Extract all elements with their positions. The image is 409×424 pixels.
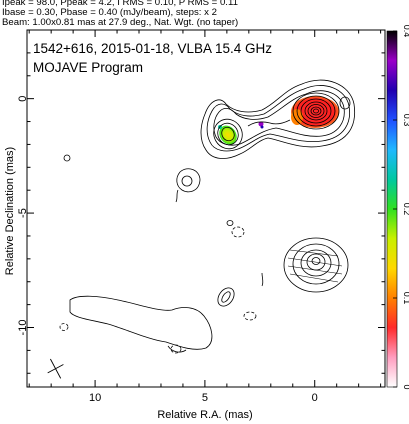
colorbar-tick-label: 0.1 xyxy=(402,292,409,305)
dashed-contour xyxy=(170,344,182,354)
core-contour xyxy=(304,101,328,121)
contour-lower-left-inner xyxy=(217,287,235,307)
core-contour xyxy=(300,98,332,124)
contours xyxy=(59,79,356,354)
x-tick-label: 0 xyxy=(312,392,318,404)
contour-left-3 xyxy=(63,154,71,162)
y-tick-label: 0 xyxy=(17,96,29,102)
jet-polarization-spot xyxy=(258,121,264,127)
beam-minor-axis xyxy=(47,364,64,374)
dashed-contour xyxy=(243,311,257,321)
core-contour xyxy=(296,95,336,127)
colorbar-tick-label: 0 xyxy=(402,384,409,389)
core-polarization xyxy=(291,96,339,128)
plot-frame xyxy=(26,29,386,388)
contour-envelope-1 xyxy=(200,79,356,159)
south-contour xyxy=(300,249,332,277)
contour-lower-left-inner-2 xyxy=(221,291,231,303)
contour-bridge xyxy=(247,119,291,127)
colorbar-tick-label: 0.4 xyxy=(402,25,409,38)
contour-bottom xyxy=(167,345,187,353)
south-contour xyxy=(311,257,321,265)
beam-symbol xyxy=(47,358,64,379)
contour-left-4 xyxy=(226,220,234,226)
contour-left-tail xyxy=(175,189,179,203)
contour-left-2 xyxy=(181,175,193,187)
contour-left-1 xyxy=(176,168,201,193)
header-line-3: Beam: 1.00x0.81 mas at 27.9 deg., Nat. W… xyxy=(2,17,239,28)
jet-polarization-spot-2 xyxy=(260,125,264,129)
core-contour xyxy=(292,92,340,130)
x-tick-label: 5 xyxy=(202,392,208,404)
south-contour xyxy=(283,237,349,293)
colorbar-tick-label: 0.3 xyxy=(402,114,409,127)
panel-title: 1542+616, 2015-01-18, VLBA 15.4 GHz xyxy=(33,41,272,56)
dashed-contour xyxy=(59,323,69,331)
knot-contour xyxy=(213,118,243,150)
colorbar-ticks: 0 0.1 0.2 0.3 0.4 xyxy=(393,25,409,390)
knot-contour xyxy=(221,126,235,142)
y-tick-label: -10 xyxy=(17,320,29,336)
contour-south-tail xyxy=(261,272,264,287)
south-hatch xyxy=(287,249,343,283)
contour-lower-left xyxy=(69,295,213,350)
core-polarization-edge xyxy=(291,109,303,125)
core-contour xyxy=(310,106,322,116)
panel-subtitle: MOJAVE Program xyxy=(33,60,143,75)
x-axis-label: Relative R.A. (mas) xyxy=(157,409,252,421)
header-line-2: Ibase = 0.30, Pbase = 0.40 (mJy/beam), s… xyxy=(2,7,217,18)
contour-small xyxy=(339,96,351,110)
axis-ticks xyxy=(27,30,385,387)
core-contour xyxy=(307,104,325,118)
contour-envelope-2 xyxy=(206,85,351,152)
axis-tick-labels: 10 5 0 0 -5 -10 xyxy=(17,96,318,404)
y-axis-label: Relative Declination (mas) xyxy=(4,147,16,275)
core-contour xyxy=(313,108,319,114)
x-tick-label: 10 xyxy=(89,392,101,404)
y-tick-label: -5 xyxy=(17,208,29,218)
south-dashed xyxy=(231,226,245,238)
knot-contour xyxy=(217,122,239,146)
south-contour xyxy=(292,243,340,285)
header-line-1: Ipeak = 98.0, Ppeak = 4.2, I RMS = 0.10,… xyxy=(2,0,238,8)
colorbar-tick-label: 0.2 xyxy=(402,203,409,216)
